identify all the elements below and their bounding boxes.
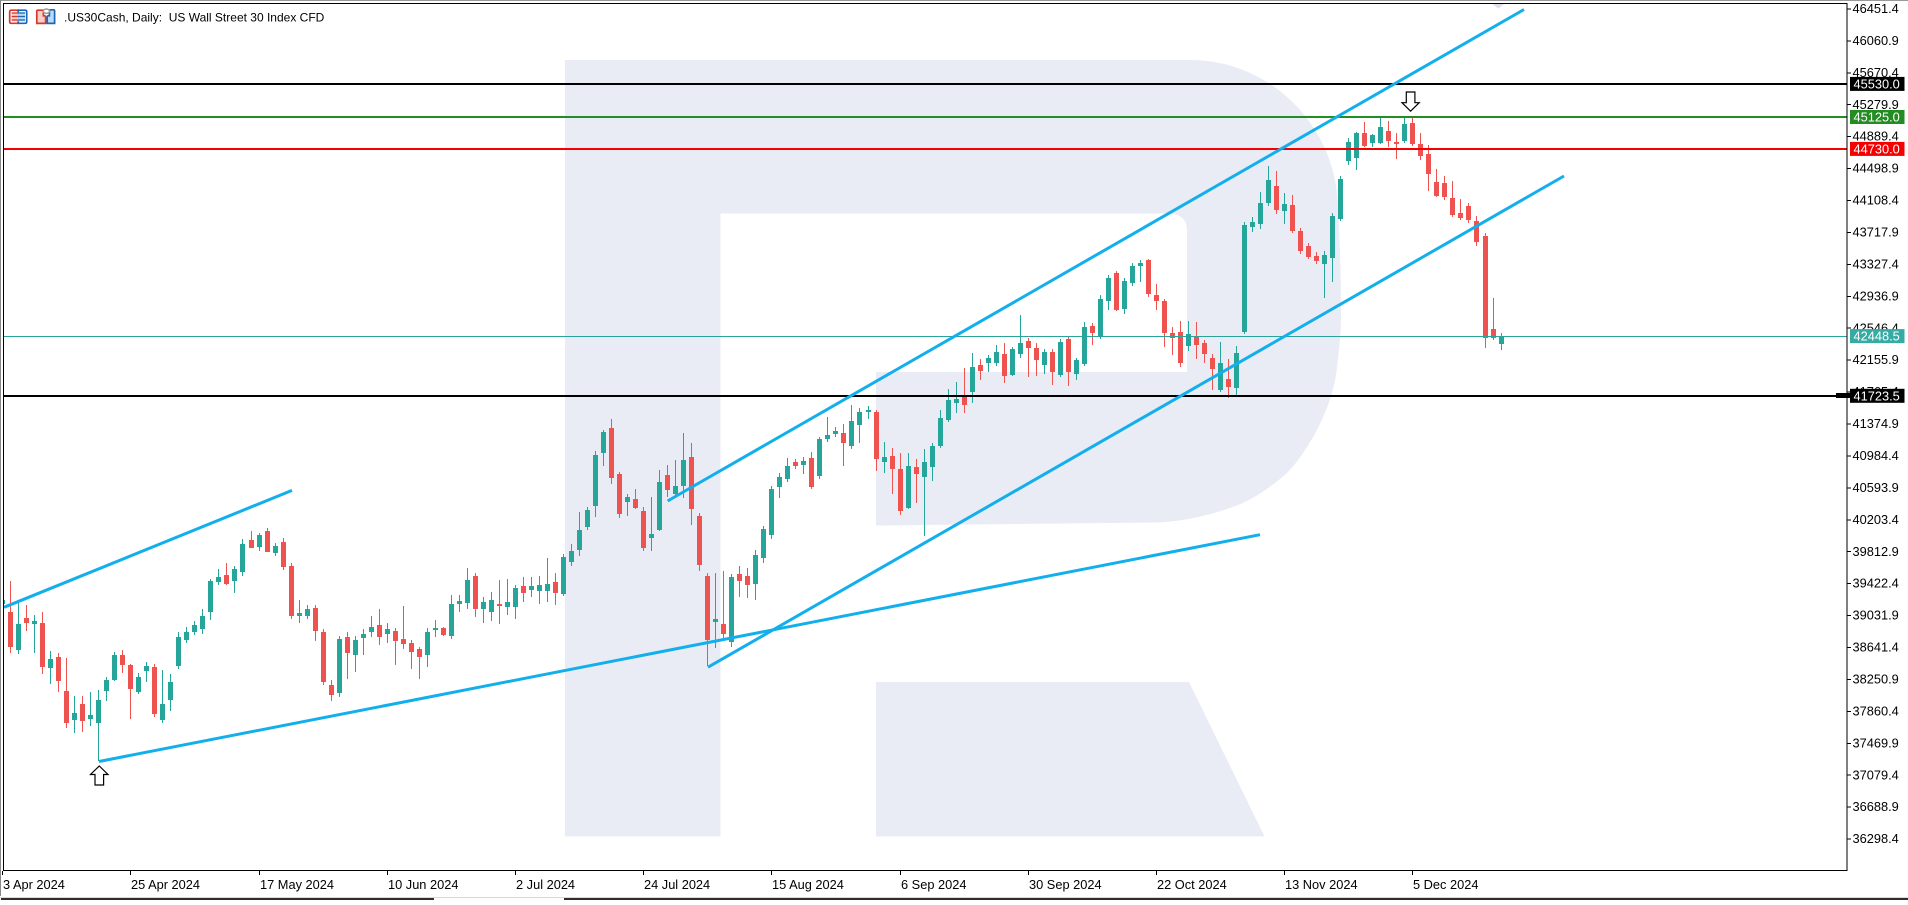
svg-text:46451.4: 46451.4 bbox=[1853, 1, 1899, 16]
svg-text:37860.4: 37860.4 bbox=[1853, 704, 1899, 719]
svg-text:45125.0: 45125.0 bbox=[1854, 110, 1900, 125]
svg-text:25 Apr 2024: 25 Apr 2024 bbox=[131, 877, 200, 892]
svg-text:13 Nov 2024: 13 Nov 2024 bbox=[1285, 877, 1358, 892]
svg-text:15 Aug 2024: 15 Aug 2024 bbox=[772, 877, 844, 892]
svg-text:37469.9: 37469.9 bbox=[1853, 735, 1899, 750]
svg-text:40984.4: 40984.4 bbox=[1853, 448, 1899, 463]
svg-text:36688.9: 36688.9 bbox=[1853, 799, 1899, 814]
svg-text:36298.4: 36298.4 bbox=[1853, 831, 1899, 846]
svg-text:41374.9: 41374.9 bbox=[1853, 416, 1899, 431]
svg-text:2 Jul 2024: 2 Jul 2024 bbox=[516, 877, 575, 892]
svg-text:44108.4: 44108.4 bbox=[1853, 193, 1899, 208]
svg-text:30 Sep 2024: 30 Sep 2024 bbox=[1029, 877, 1102, 892]
svg-text:38641.4: 38641.4 bbox=[1853, 640, 1899, 655]
svg-text:44730.0: 44730.0 bbox=[1854, 142, 1900, 157]
svg-text:17 May 2024: 17 May 2024 bbox=[260, 877, 334, 892]
svg-text:39422.4: 39422.4 bbox=[1853, 576, 1899, 591]
svg-text:22 Oct 2024: 22 Oct 2024 bbox=[1157, 877, 1227, 892]
svg-text:46060.9: 46060.9 bbox=[1853, 33, 1899, 48]
svg-text:6 Sep 2024: 6 Sep 2024 bbox=[901, 877, 966, 892]
svg-text:37079.4: 37079.4 bbox=[1853, 767, 1899, 782]
svg-text:24 Jul 2024: 24 Jul 2024 bbox=[644, 877, 710, 892]
svg-text:3 Apr 2024: 3 Apr 2024 bbox=[3, 877, 65, 892]
svg-text:45279.9: 45279.9 bbox=[1853, 97, 1899, 112]
svg-text:44889.4: 44889.4 bbox=[1853, 129, 1899, 144]
svg-text:44498.9: 44498.9 bbox=[1853, 161, 1899, 176]
svg-text:38250.9: 38250.9 bbox=[1853, 672, 1899, 687]
svg-text:42936.9: 42936.9 bbox=[1853, 288, 1899, 303]
svg-text:40203.4: 40203.4 bbox=[1853, 512, 1899, 527]
svg-text:43327.4: 43327.4 bbox=[1853, 256, 1899, 271]
svg-text:41723.5: 41723.5 bbox=[1854, 388, 1900, 403]
svg-text:40593.9: 40593.9 bbox=[1853, 480, 1899, 495]
svg-text:5 Dec 2024: 5 Dec 2024 bbox=[1413, 877, 1478, 892]
svg-text:10 Jun 2024: 10 Jun 2024 bbox=[388, 877, 458, 892]
svg-text:39812.9: 39812.9 bbox=[1853, 544, 1899, 559]
svg-text:45670.4: 45670.4 bbox=[1853, 65, 1899, 80]
svg-text:.US30Cash, Daily: US Wall Str: .US30Cash, Daily: US Wall Street 30 Inde… bbox=[64, 11, 325, 25]
svg-text:45530.0: 45530.0 bbox=[1854, 77, 1900, 92]
svg-text:42155.9: 42155.9 bbox=[1853, 352, 1899, 367]
svg-text:42448.5: 42448.5 bbox=[1854, 329, 1900, 344]
svg-text:39031.9: 39031.9 bbox=[1853, 608, 1899, 623]
svg-text:43717.9: 43717.9 bbox=[1853, 225, 1899, 240]
